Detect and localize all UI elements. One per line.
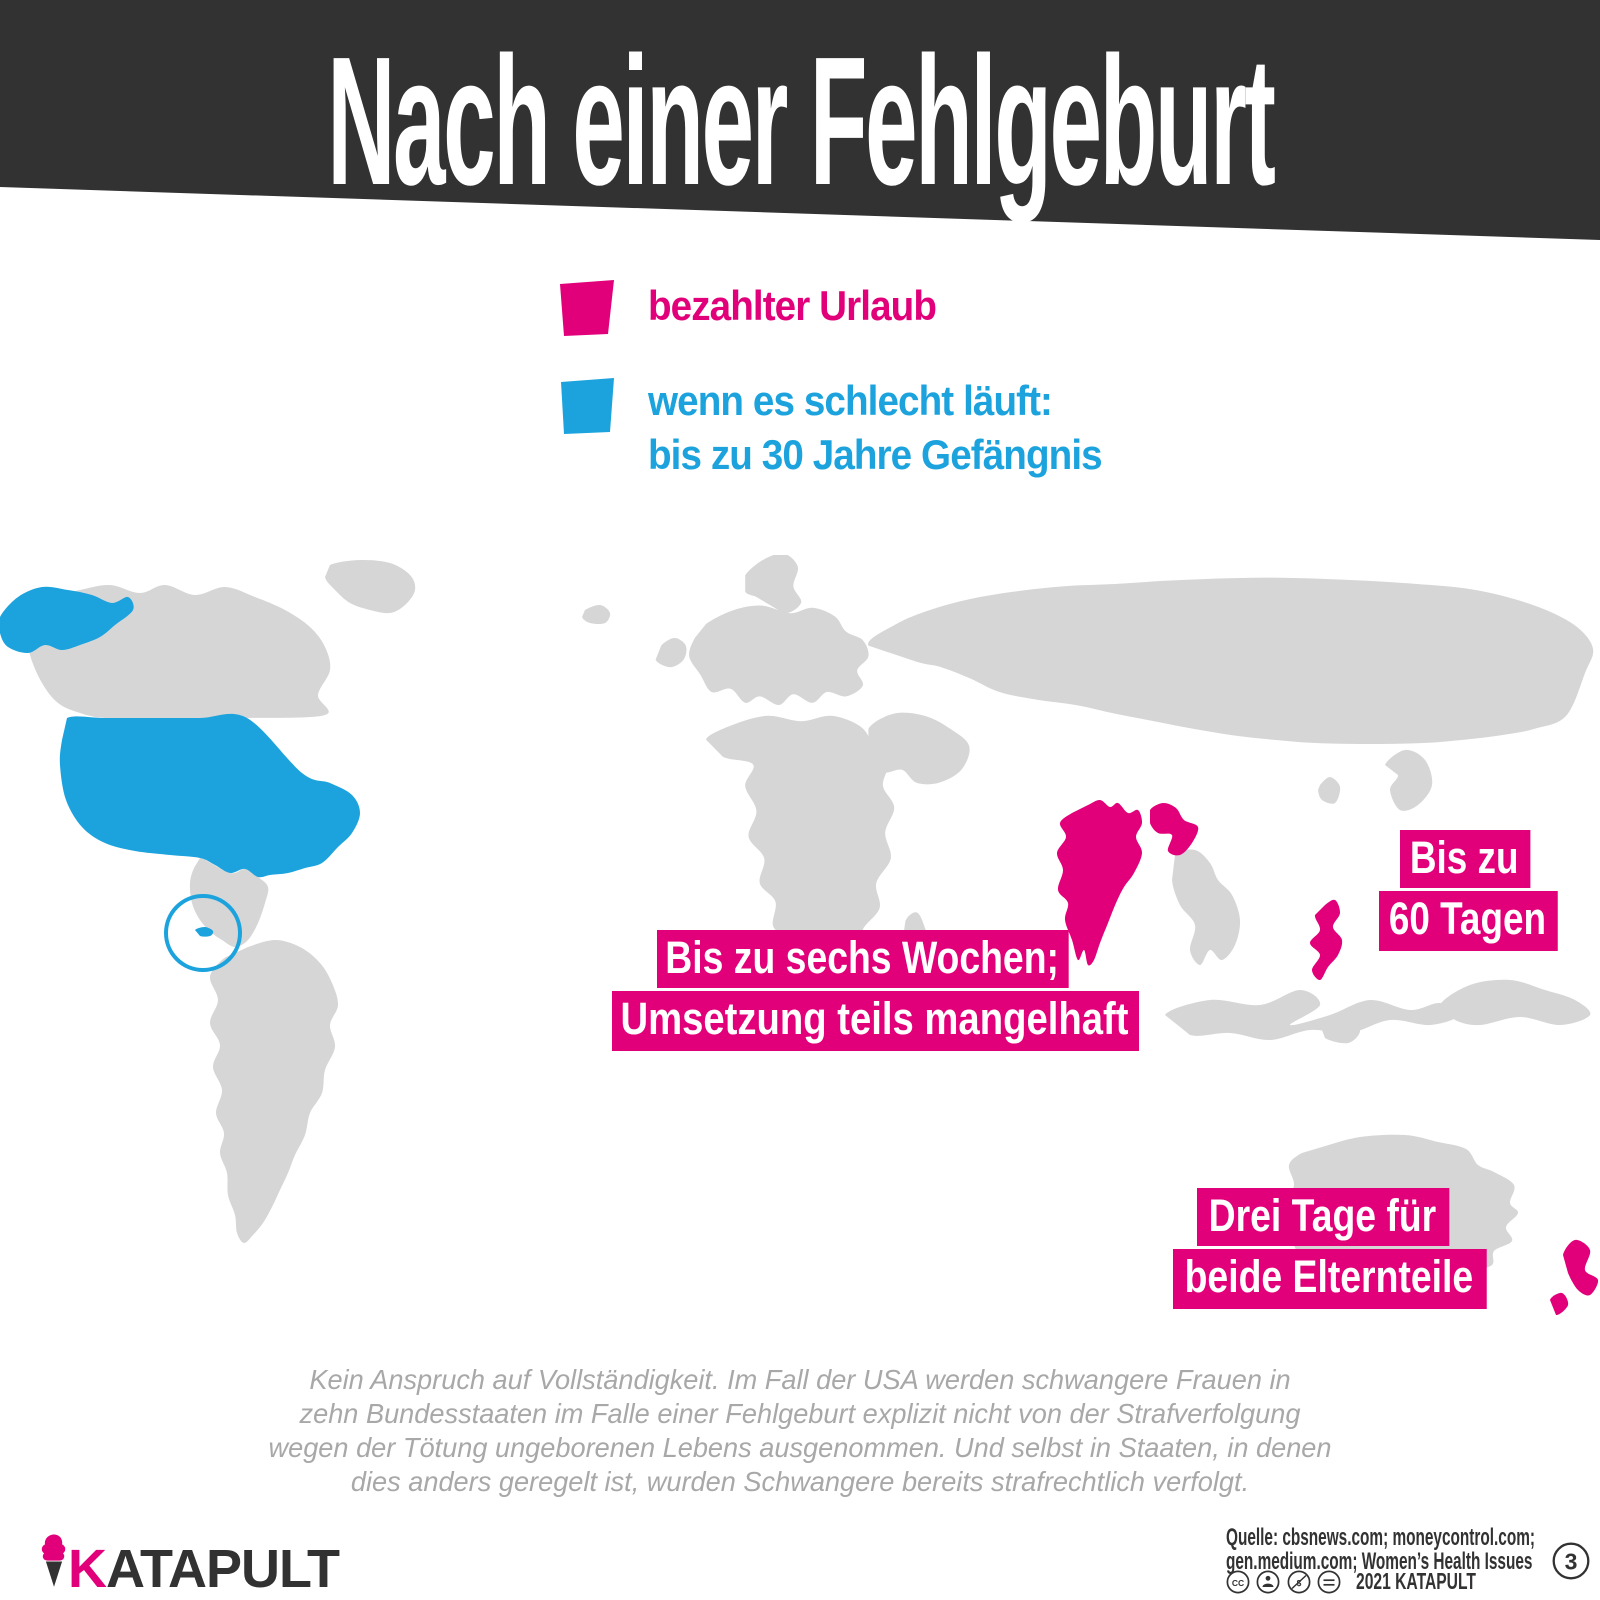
svg-text:3: 3 [1565,1549,1578,1575]
svg-text:CC: CC [1232,1578,1244,1588]
